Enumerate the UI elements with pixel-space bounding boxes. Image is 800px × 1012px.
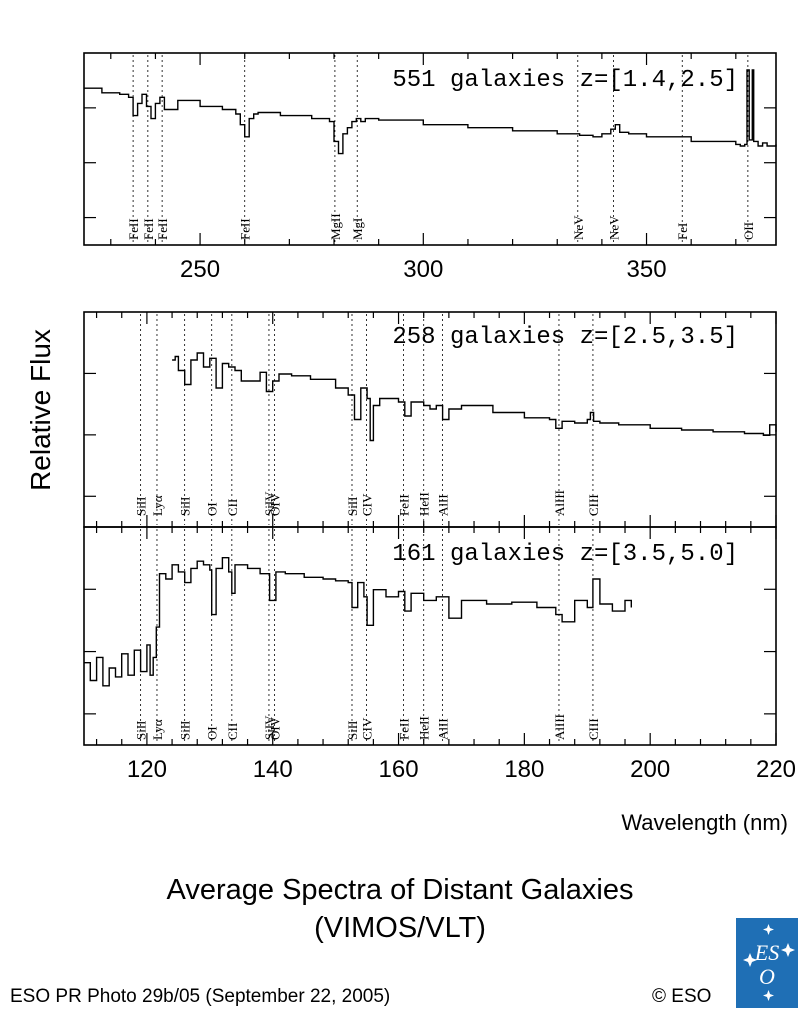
bottom-marker-label: FeII: [397, 718, 412, 740]
bottom-marker-label: AlII: [436, 718, 451, 740]
top-marker-label: NeV: [606, 215, 621, 240]
photo-credit: ESO PR Photo 29b/05 (September 22, 2005): [10, 986, 391, 1007]
middle-marker-label: OIV: [268, 492, 283, 516]
bottom-series-label: 161 galaxies z=[3.5,5.0]: [392, 541, 738, 568]
bottom-x-tick-label: 140: [253, 756, 293, 783]
copyright-notice: © ESO: [652, 986, 712, 1007]
bottom-marker-label: AlIII: [552, 714, 567, 740]
bottom-marker-label: SiII: [178, 721, 193, 741]
bottom-x-tick-label: 120: [127, 756, 167, 783]
middle-marker-label: AlIII: [552, 490, 567, 516]
top-marker-label: OII: [741, 222, 756, 240]
top-panel-frame: [83, 52, 777, 246]
y-axis-label: Relative Flux: [25, 329, 56, 491]
bottom-marker-label: OI: [205, 726, 220, 740]
bottom-x-tick-label: 160: [379, 756, 419, 783]
eso-logo-o: O: [759, 964, 775, 989]
bottom-marker-label: HeII: [417, 716, 432, 740]
middle-marker-label: OI: [205, 502, 220, 516]
eso-logo: ES O: [736, 918, 798, 1008]
middle-marker-label: CII: [225, 499, 240, 516]
figure-title-line1: Average Spectra of Distant Galaxies: [166, 874, 634, 906]
middle-marker-label: SiIV: [262, 491, 277, 516]
top-x-tick-label: 300: [403, 256, 443, 283]
figure-title-line2: (VIMOS/VLT): [314, 912, 486, 944]
top-marker-label: FeII: [238, 218, 253, 240]
bottom-x-tick-label: 180: [504, 756, 544, 783]
top-x-tick-label: 250: [180, 256, 220, 283]
middle-marker-label: CIV: [359, 493, 374, 516]
middle-marker-label: SiII: [178, 497, 193, 517]
bottom-marker-label: SiIV: [262, 715, 277, 740]
middle-series-label: 258 galaxies z=[2.5,3.5]: [392, 324, 738, 351]
middle-marker-label: CIII: [586, 494, 601, 516]
middle-marker-label: AlII: [436, 494, 451, 516]
bottom-marker-label: CIV: [359, 717, 374, 740]
top-series-label: 551 galaxies z=[1.4,2.5]: [392, 67, 738, 94]
x-axis-label: Wavelength (nm): [621, 810, 788, 835]
middle-marker-label: HeII: [417, 492, 432, 516]
bottom-spectrum-line: [84, 557, 632, 687]
bottom-marker-label: SiII: [345, 721, 360, 741]
middle-marker-label: SiII: [134, 497, 149, 517]
top-spectrum-line: [84, 69, 777, 155]
middle-marker-label: SiII: [345, 497, 360, 517]
top-marker-label: MgI: [350, 218, 365, 240]
bottom-x-tick-label: 220: [756, 756, 796, 783]
eso-logo-background: [736, 918, 798, 1008]
top-marker-label: FeI: [675, 223, 690, 240]
top-marker-label: MgII: [328, 213, 343, 240]
bottom-marker-label: Lyα: [150, 719, 165, 740]
top-marker-label: FeII: [126, 218, 141, 240]
middle-spectrum-line: [172, 352, 777, 442]
top-marker-label: NeV: [571, 215, 586, 240]
middle-marker-label: Lyα: [150, 495, 165, 516]
bottom-x-tick-label: 200: [630, 756, 670, 783]
eso-logo-stars: [743, 924, 795, 1001]
bottom-marker-label: SiII: [134, 721, 149, 741]
eso-logo-text: ES: [754, 940, 779, 965]
bottom-marker-label: CIII: [586, 718, 601, 740]
top-marker-label: FeII: [141, 218, 156, 240]
bottom-marker-label: OIV: [268, 716, 283, 740]
bottom-panel-frame: [83, 526, 777, 746]
middle-marker-label: FeII: [397, 494, 412, 516]
top-marker-label: FeII: [155, 218, 170, 240]
top-x-tick-label: 350: [627, 256, 667, 283]
bottom-marker-label: CII: [225, 723, 240, 740]
